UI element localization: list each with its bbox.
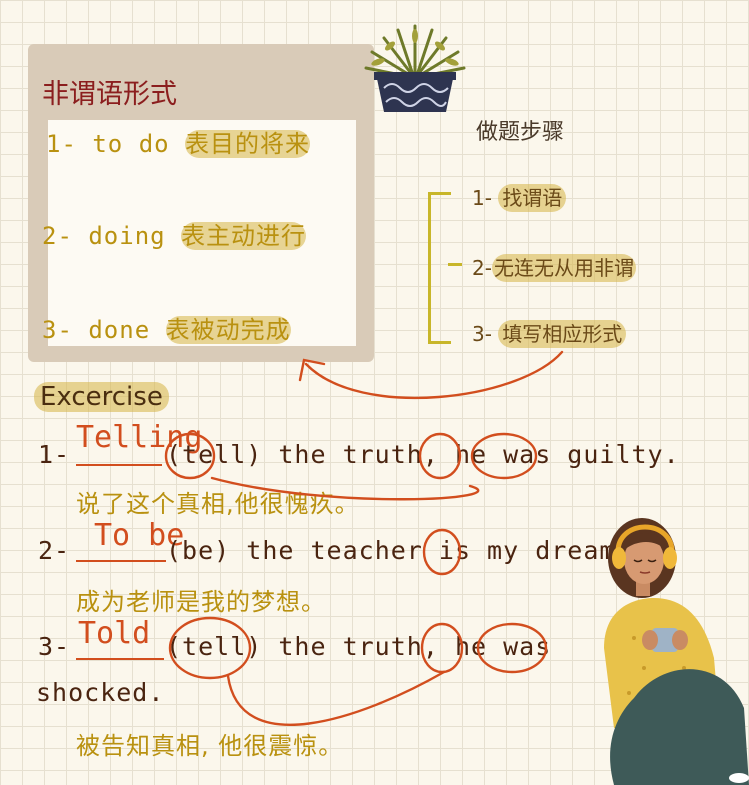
exercise-hint: (be) xyxy=(166,536,231,565)
exercise-rest-continued: shocked. xyxy=(36,678,165,707)
exercise-rest: the truth, he was xyxy=(278,632,552,661)
exercise-rest: the teacher is my dream. xyxy=(246,536,632,565)
reading-girl-illustration xyxy=(604,518,749,785)
exercise-answer-3: Told xyxy=(78,616,151,651)
card-title: 非谓语形式 xyxy=(42,79,177,110)
bracket-tick xyxy=(448,263,462,266)
step-item-3: 3- 填写相应形式 xyxy=(472,318,627,348)
exercise-num: 1- xyxy=(38,440,71,469)
potted-plant-icon xyxy=(364,24,466,112)
exercise-translation-1: 说了这个真相,他很愧疚。 xyxy=(76,490,360,518)
answer-blank-line xyxy=(76,464,162,466)
form-item-num: 1- xyxy=(46,130,77,158)
steps-bracket xyxy=(428,192,451,344)
exercise-title: Excercise xyxy=(34,382,169,412)
step-text: 填写相应形式 xyxy=(498,320,627,348)
step-num: 3- xyxy=(472,322,492,346)
form-item-3: 3- done 表被动完成 xyxy=(42,310,291,345)
link-3 xyxy=(226,670,446,726)
exercise-num: 3- xyxy=(38,632,71,661)
exercise-sentence-2: 2- xyxy=(38,536,70,565)
steps-title: 做题步骤 xyxy=(476,120,565,145)
step-num: 2- xyxy=(472,256,492,280)
step-item-2: 2- 无连无从用非谓 xyxy=(472,252,636,282)
form-item-form: to do xyxy=(92,130,170,158)
exercise-sentence-3: 3- xyxy=(38,632,70,661)
step-num: 1- xyxy=(472,186,492,210)
step-item-1: 1- 找谓语 xyxy=(472,182,567,212)
exercise-translation-2: 成为老师是我的梦想。 xyxy=(76,588,326,616)
form-item-num: 3- xyxy=(42,316,73,344)
form-item-2: 2- doing 表主动进行 xyxy=(42,216,307,251)
exercise-translation-3: 被告知真相, 他很震惊。 xyxy=(76,732,344,760)
arrow-head xyxy=(298,358,326,382)
step-text: 找谓语 xyxy=(498,184,567,212)
form-item-num: 2- xyxy=(42,222,73,250)
form-item-1: 1- to do 表目的将来 xyxy=(46,124,311,159)
exercise-sentence-body-2: (be) the teacher is my dream. xyxy=(166,536,632,565)
form-item-form: doing xyxy=(88,222,166,250)
exercise-answer-2: To be xyxy=(94,518,185,553)
form-item-form: done xyxy=(88,316,151,344)
exercise-sentence-1: 1- xyxy=(38,440,70,469)
exercise-sentence-body-1: (tell) the truth, he was guilty. xyxy=(166,440,680,469)
answer-blank-line xyxy=(76,658,164,660)
exercise-rest: the truth, he was guilty. xyxy=(278,440,680,469)
answer-blank-line xyxy=(76,560,166,562)
exercise-hint: (tell) xyxy=(166,440,263,469)
step-text: 无连无从用非谓 xyxy=(491,254,636,282)
form-item-meaning: 表目的将来 xyxy=(185,130,311,158)
form-item-meaning: 表主动进行 xyxy=(181,222,307,250)
exercise-sentence-body-3: (tell) the truth, he was xyxy=(166,632,551,661)
exercise-hint: (tell) xyxy=(166,632,263,661)
exercise-num: 2- xyxy=(38,536,71,565)
form-item-meaning: 表被动完成 xyxy=(165,316,291,344)
